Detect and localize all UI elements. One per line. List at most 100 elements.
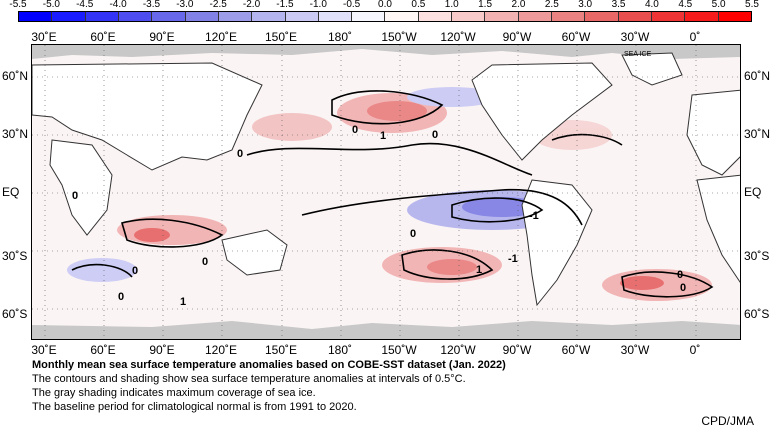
colorbar-swatch	[518, 12, 552, 21]
longitude-label: 120˚W	[440, 30, 476, 44]
contour-label: 0	[410, 228, 416, 240]
colorbar-swatch	[352, 12, 386, 21]
cool-anomaly-gulf-alaska	[407, 87, 497, 107]
contour-zero-north	[246, 142, 533, 176]
contour-label: 0	[680, 282, 686, 294]
latitude-label: 30˚S	[2, 249, 28, 263]
colorbar-tick-label: 5.5	[745, 0, 759, 10]
colorbar-tick-label: -0.5	[343, 0, 361, 10]
sea-ice-north	[32, 45, 740, 59]
land-africa	[49, 139, 113, 236]
colorbar-tick-label: 1.5	[478, 0, 493, 10]
contour-one-south-pacific	[401, 249, 494, 280]
contour-label: 0	[132, 265, 138, 277]
colorbar: -5.5 -5.0 -4.5 -4.0 -3.5 -3.0 -2.5 -2.0 -1.5 -1.0…	[0, 0, 772, 24]
longitude-label: 180˚	[327, 30, 353, 44]
longitude-label: 120˚E	[204, 30, 238, 44]
colorbar-swatch	[718, 12, 751, 21]
cool-anomaly-southern-indian	[67, 258, 137, 282]
longitude-label: 60˚E	[90, 343, 116, 357]
graticule	[32, 45, 740, 339]
colorbar-tick-label: 5.0	[711, 0, 726, 10]
colorbar-swatch	[385, 12, 419, 21]
warm-anomaly-north-pacific-core	[367, 101, 427, 121]
caption-line-2: The gray shading indicates maximum cover…	[32, 387, 316, 399]
longitude-label: 30˚W	[620, 343, 650, 357]
colorbar-swatch	[52, 12, 86, 21]
contour-minus-one-eq	[451, 197, 544, 223]
longitude-label: 90˚E	[149, 30, 175, 44]
colorbar-tick-label: -4.0	[109, 0, 127, 10]
colorbar-swatch	[552, 12, 586, 21]
longitude-label: 0˚	[689, 30, 701, 44]
contour-label: 0	[677, 269, 683, 281]
contour-label: 0	[352, 124, 358, 136]
longitude-label: 90˚E	[149, 343, 175, 357]
colorbar-swatch	[85, 12, 119, 21]
colorbar-swatch	[685, 12, 719, 21]
colorbar-swatch	[152, 12, 186, 21]
colorbar-tick-label: 3.5	[611, 0, 626, 10]
colorbar-tick-label: 2.0	[511, 0, 526, 10]
land-australia	[221, 229, 288, 276]
longitude-label: 30˚E	[31, 30, 57, 44]
caption-line-1: The contours and shading show sea surfac…	[32, 373, 466, 385]
contour-label: 0	[202, 256, 208, 268]
contour-label: 0	[237, 148, 243, 160]
contour-label: -1	[508, 253, 518, 265]
colorbar-tick-label: 1.0	[444, 0, 459, 10]
longitude-label: 150˚W	[381, 343, 417, 357]
colorbar-tick-label: 3.0	[578, 0, 593, 10]
sea-ice-south	[32, 321, 740, 339]
colorbar-swatch	[218, 12, 253, 21]
longitude-label: 60˚W	[561, 30, 591, 44]
latitude-label: 60˚S	[2, 307, 28, 321]
contour-label: 1	[476, 264, 482, 276]
latitude-label: 60˚N	[744, 69, 771, 83]
longitude-label: 180˚	[327, 343, 353, 357]
colorbar-swatch	[485, 12, 519, 21]
colorbar-swatch	[19, 12, 53, 21]
colorbar-tick-label: -1.0	[309, 0, 327, 10]
longitude-label: 150˚E	[264, 30, 298, 44]
latitude-label: 60˚N	[2, 69, 29, 83]
longitude-label: 30˚W	[620, 30, 650, 44]
colorbar-swatch	[185, 12, 219, 21]
colorbar-tick-label: -5.5	[9, 0, 27, 10]
longitude-label: 60˚W	[561, 343, 591, 357]
colorbar-tick-label: -3.5	[142, 0, 161, 10]
contour-label: 0	[432, 129, 438, 141]
colorbar-swatch	[285, 12, 319, 21]
colorbar-tick-label: -2.5	[209, 0, 227, 10]
longitude-labels-bottom: 30˚E 60˚E 90˚E 120˚E 150˚E 180˚ 150˚W 120˚W 90˚W…	[31, 343, 741, 357]
colorbar-tick-label: 4.0	[644, 0, 659, 10]
colorbar-swatch	[651, 12, 686, 21]
caption-title: Monthly mean sea surface temperature ano…	[32, 359, 506, 371]
longitude-label: 90˚W	[502, 30, 532, 44]
latitude-label: 30˚S	[744, 249, 770, 263]
longitude-labels-top: 30˚E 60˚E 90˚E 120˚E 150˚E 180˚ 150˚W 120˚W 90˚W…	[31, 30, 741, 44]
colorbar-tick-label: -3.0	[176, 0, 194, 10]
longitude-label: 60˚E	[90, 30, 116, 44]
warm-anomaly-south-atlantic-core	[620, 276, 664, 290]
longitude-label: 120˚W	[440, 343, 476, 357]
colorbar-swatch	[585, 12, 619, 21]
credit-label: CPD/JMA	[701, 414, 754, 428]
colorbar-swatches	[18, 11, 752, 22]
contour-zero-south-indian	[71, 263, 133, 278]
land-eurasia	[32, 62, 263, 171]
longitude-label: 0˚	[689, 343, 701, 357]
colorbar-tick-label: -1.5	[276, 0, 294, 10]
warm-anomaly-kuroshio	[252, 113, 332, 141]
latitude-label: EQ	[2, 185, 20, 199]
colorbar-tick-label: -2.0	[242, 0, 261, 10]
land-africa-east	[696, 174, 740, 283]
latitude-label: 30˚N	[744, 127, 771, 141]
warm-anomaly-south-pacific-core	[427, 259, 477, 275]
latitude-label: 60˚S	[744, 307, 770, 321]
contour-zero-north-atlantic	[551, 133, 623, 146]
colorbar-swatch	[118, 12, 153, 21]
contour-one-north-pacific	[331, 90, 444, 125]
